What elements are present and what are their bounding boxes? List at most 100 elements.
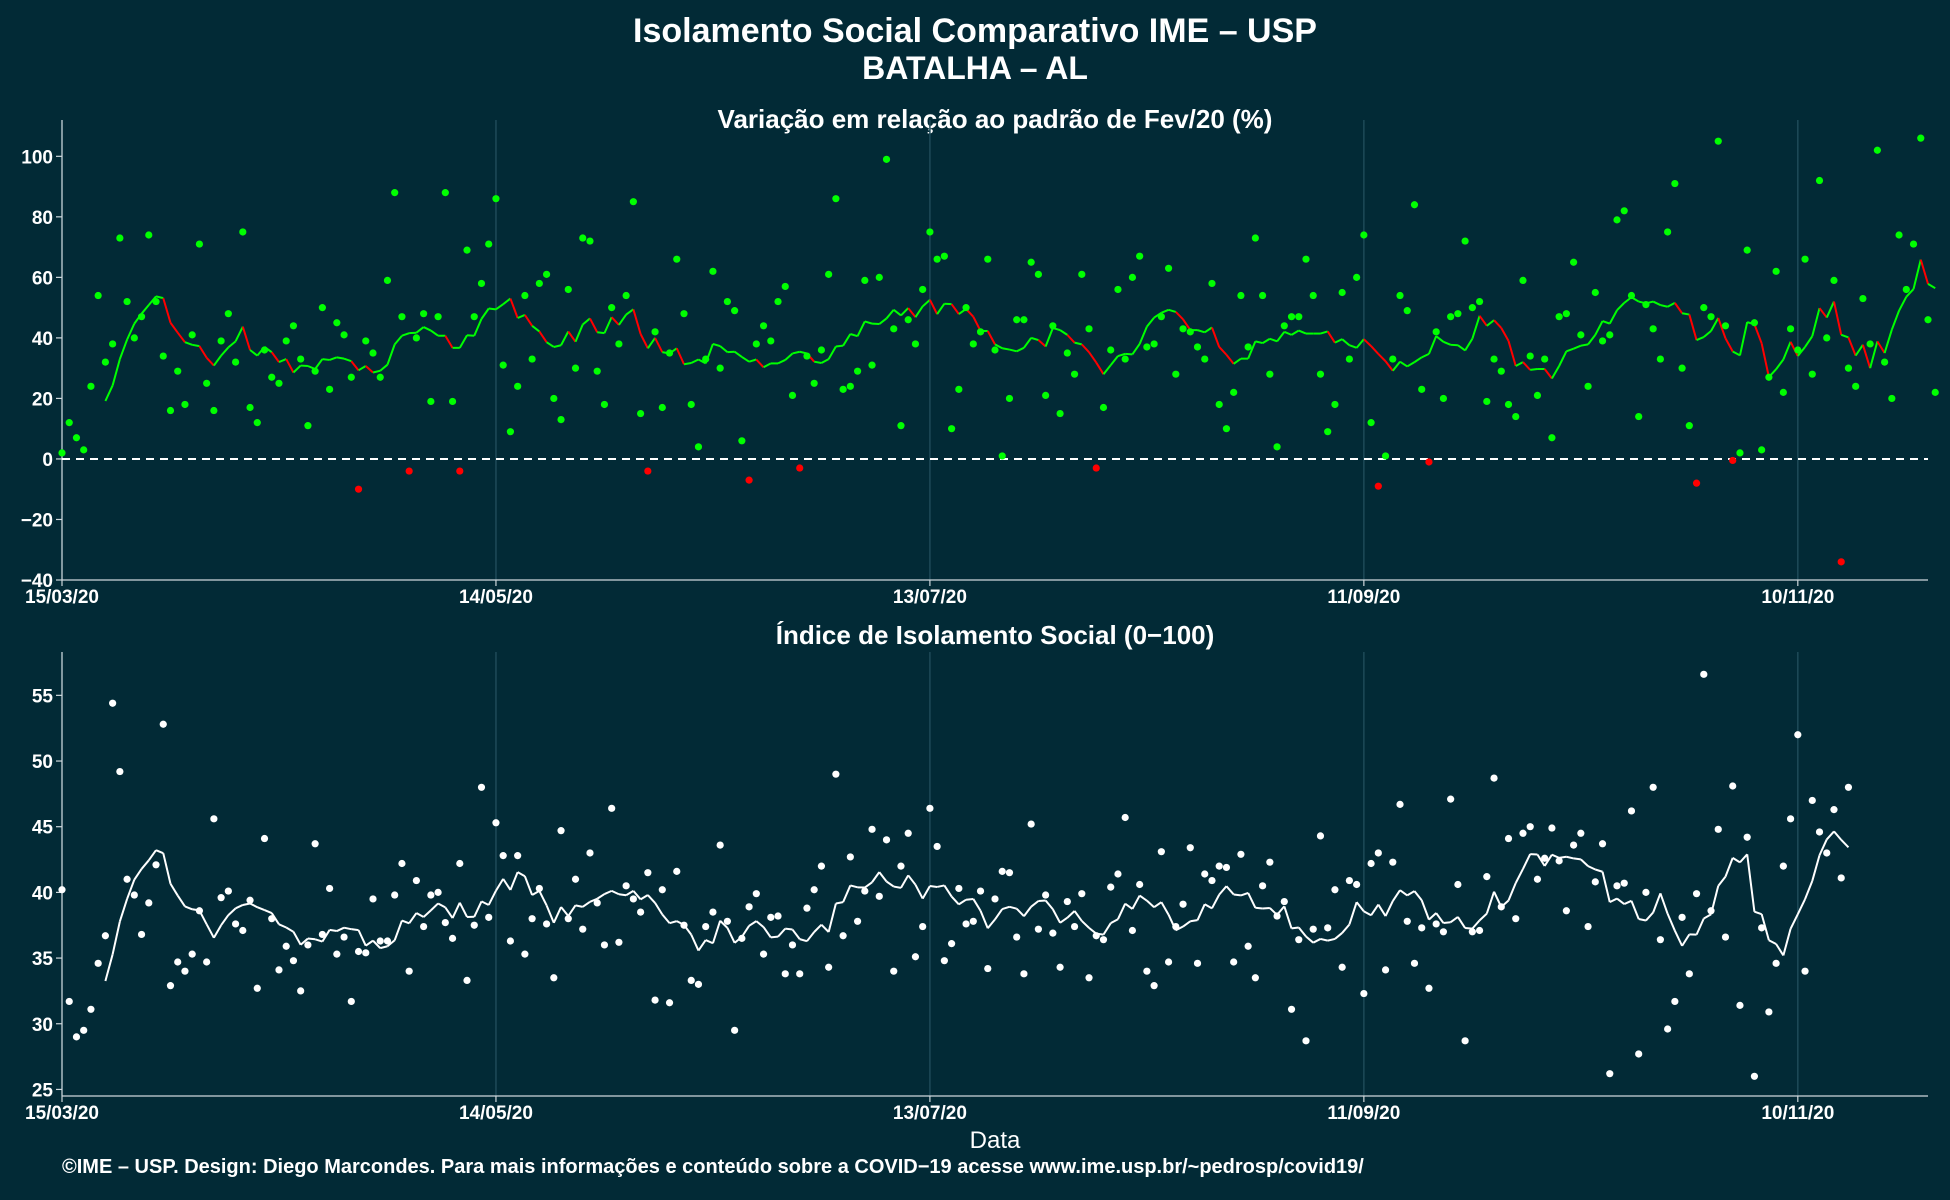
moving-average-segment xyxy=(517,871,526,878)
data-point xyxy=(542,270,551,278)
moving-average-segment xyxy=(1421,352,1430,359)
data-point xyxy=(1215,862,1223,870)
moving-average-segment xyxy=(1652,892,1662,913)
moving-average-segment xyxy=(1471,919,1481,930)
data-point xyxy=(1700,304,1708,312)
x-tick-label: 14/05/20 xyxy=(459,587,533,608)
data-point xyxy=(391,189,399,197)
moving-average-segment xyxy=(1030,336,1039,342)
data-point xyxy=(441,919,449,927)
moving-average-segment xyxy=(487,890,497,906)
data-point xyxy=(637,409,645,418)
data-point xyxy=(1526,823,1534,831)
data-point xyxy=(1664,1025,1672,1033)
data-point xyxy=(629,198,637,206)
moving-average-segment xyxy=(654,337,664,353)
data-point xyxy=(1627,291,1636,300)
moving-average-segment xyxy=(430,902,439,912)
moving-average-segment xyxy=(1457,916,1466,929)
moving-average-segment xyxy=(560,330,570,346)
data-point xyxy=(420,922,428,931)
data-point xyxy=(224,887,232,895)
moving-average-segment xyxy=(575,904,583,908)
data-point xyxy=(246,896,254,904)
moving-average-segment xyxy=(1044,899,1054,910)
data-point xyxy=(1381,452,1390,460)
data-point xyxy=(203,379,211,387)
data-point xyxy=(1678,913,1686,921)
moving-average-segment xyxy=(1840,333,1849,339)
data-point xyxy=(1324,924,1332,932)
moving-average-segment xyxy=(1081,343,1090,353)
data-point xyxy=(911,953,920,961)
moving-average-segment xyxy=(1348,901,1358,925)
moving-average-segment xyxy=(827,903,837,933)
moving-average-segment xyxy=(205,357,215,367)
data-point xyxy=(239,926,247,935)
moving-average-segment xyxy=(1666,913,1676,932)
moving-average-segment xyxy=(1782,341,1792,360)
data-point xyxy=(514,852,522,860)
moving-average-segment xyxy=(1160,901,1170,916)
moving-average-segment xyxy=(1645,911,1654,922)
data-point xyxy=(796,970,804,978)
data-point xyxy=(579,234,587,242)
moving-average-segment xyxy=(675,347,685,365)
data-point xyxy=(665,349,674,357)
moving-average-segment xyxy=(1659,892,1669,915)
data-point xyxy=(716,364,724,372)
moving-average-segment xyxy=(1291,926,1299,930)
data-point xyxy=(268,915,276,923)
moving-average-segment xyxy=(1478,912,1488,922)
moving-average-segment xyxy=(1768,939,1777,945)
data-point xyxy=(1758,924,1766,932)
moving-average-segment xyxy=(770,935,779,939)
data-point xyxy=(369,349,377,357)
x-tick-label: 15/03/20 xyxy=(25,1103,99,1124)
data-point xyxy=(1042,391,1050,399)
moving-average-segment xyxy=(169,883,179,897)
moving-average-segment xyxy=(401,332,410,337)
moving-average-segment xyxy=(792,350,800,355)
data-point xyxy=(810,886,818,894)
data-point xyxy=(1056,963,1064,971)
moving-average-segment xyxy=(1327,937,1336,942)
moving-average-segment xyxy=(878,317,888,325)
moving-average-segment xyxy=(553,344,562,348)
data-point xyxy=(1823,849,1831,857)
data-point xyxy=(579,925,587,933)
moving-average-segment xyxy=(292,364,302,374)
moving-average-segment xyxy=(545,904,555,924)
moving-average-segment xyxy=(1262,337,1271,344)
data-point xyxy=(506,428,515,436)
data-point xyxy=(326,884,334,893)
moving-average-segment xyxy=(1832,301,1843,336)
moving-average-segment xyxy=(1073,910,1083,922)
y-tick-label: 60 xyxy=(32,268,53,289)
data-point xyxy=(217,337,225,345)
data-point xyxy=(890,967,898,975)
moving-average-segment xyxy=(705,939,714,945)
moving-average-segment xyxy=(748,358,757,363)
data-point xyxy=(1794,346,1802,354)
moving-average-segment xyxy=(546,341,555,348)
data-point xyxy=(333,950,341,958)
data-point xyxy=(1136,252,1144,260)
moving-average-segment xyxy=(1739,853,1748,864)
moving-average-segment xyxy=(1255,906,1263,910)
moving-average-segment xyxy=(589,897,598,903)
moving-average-segment xyxy=(604,889,613,895)
moving-average-segment xyxy=(314,938,323,943)
moving-average-segment xyxy=(574,324,584,343)
moving-average-segment xyxy=(321,929,331,943)
data-point xyxy=(839,932,847,940)
moving-average-segment xyxy=(552,906,562,924)
moving-average-segment xyxy=(1732,857,1741,864)
data-point xyxy=(1736,449,1744,457)
moving-average-segment xyxy=(270,351,280,363)
data-point xyxy=(1678,364,1686,372)
data-point xyxy=(1237,850,1245,858)
data-point xyxy=(1541,854,1549,862)
moving-average-segment xyxy=(842,333,852,347)
moving-average-segment xyxy=(1001,905,1010,911)
